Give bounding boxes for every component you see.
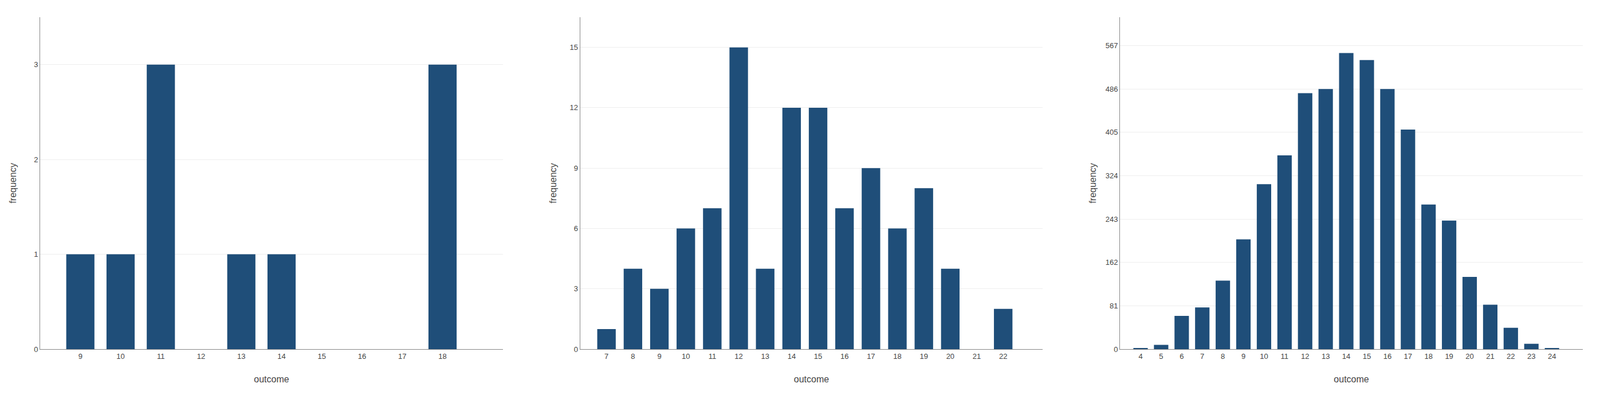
svg-text:8: 8 — [1220, 351, 1225, 361]
svg-text:3: 3 — [33, 60, 38, 69]
svg-text:9: 9 — [574, 163, 579, 173]
svg-text:1: 1 — [33, 249, 38, 259]
svg-text:18: 18 — [1424, 351, 1433, 361]
svg-text:10: 10 — [1259, 351, 1268, 361]
svg-text:405: 405 — [1105, 127, 1119, 137]
svg-text:16: 16 — [840, 351, 849, 361]
svg-text:13: 13 — [1321, 351, 1330, 361]
svg-text:20: 20 — [946, 351, 955, 361]
svg-text:frequency: frequency — [1087, 162, 1098, 203]
svg-text:22: 22 — [1506, 351, 1515, 361]
svg-text:11: 11 — [1280, 351, 1289, 361]
svg-text:16: 16 — [1383, 351, 1392, 361]
svg-text:14: 14 — [787, 351, 796, 361]
svg-text:11: 11 — [156, 351, 165, 361]
svg-text:6: 6 — [1179, 351, 1184, 361]
svg-text:0: 0 — [1113, 344, 1118, 354]
svg-text:12: 12 — [734, 351, 743, 361]
svg-text:7: 7 — [604, 351, 609, 361]
svg-text:10: 10 — [681, 351, 690, 361]
svg-text:12: 12 — [1300, 351, 1309, 361]
svg-text:21: 21 — [972, 351, 981, 361]
svg-text:outcome: outcome — [793, 374, 829, 384]
svg-text:22: 22 — [999, 351, 1008, 361]
svg-text:15: 15 — [569, 42, 578, 52]
svg-text:15: 15 — [814, 351, 823, 361]
svg-text:162: 162 — [1105, 257, 1119, 267]
svg-text:0: 0 — [574, 344, 579, 354]
svg-text:15: 15 — [1362, 351, 1371, 361]
svg-text:9: 9 — [657, 351, 662, 361]
svg-text:17: 17 — [398, 351, 407, 361]
svg-text:frequency: frequency — [548, 162, 558, 203]
svg-text:outcome: outcome — [1333, 374, 1369, 384]
svg-text:23: 23 — [1527, 351, 1536, 361]
svg-text:7: 7 — [1200, 351, 1205, 361]
svg-text:18: 18 — [438, 351, 447, 361]
svg-text:243: 243 — [1105, 214, 1119, 224]
svg-text:10: 10 — [116, 351, 125, 361]
svg-text:9: 9 — [78, 351, 83, 361]
svg-text:567: 567 — [1105, 41, 1119, 50]
svg-text:14: 14 — [1342, 351, 1351, 361]
svg-text:12: 12 — [197, 351, 206, 361]
svg-text:17: 17 — [866, 351, 875, 361]
svg-text:21: 21 — [1486, 351, 1495, 361]
svg-text:324: 324 — [1105, 171, 1119, 180]
svg-text:6: 6 — [574, 223, 579, 233]
svg-text:16: 16 — [358, 351, 367, 361]
svg-text:5: 5 — [1158, 351, 1163, 361]
svg-text:19: 19 — [919, 351, 928, 361]
svg-text:15: 15 — [317, 351, 326, 361]
svg-text:24: 24 — [1547, 351, 1556, 361]
svg-text:2: 2 — [33, 155, 38, 164]
svg-text:4: 4 — [1138, 351, 1143, 361]
svg-text:17: 17 — [1404, 351, 1413, 361]
svg-text:frequency: frequency — [8, 162, 18, 203]
svg-text:11: 11 — [708, 351, 717, 361]
svg-text:20: 20 — [1465, 351, 1474, 361]
svg-text:14: 14 — [277, 351, 286, 361]
svg-text:81: 81 — [1109, 301, 1118, 310]
svg-text:486: 486 — [1105, 84, 1119, 94]
svg-text:9: 9 — [1241, 351, 1246, 361]
svg-text:3: 3 — [574, 284, 579, 293]
svg-text:19: 19 — [1444, 351, 1453, 361]
svg-text:18: 18 — [893, 351, 902, 361]
svg-text:8: 8 — [630, 351, 635, 361]
svg-text:13: 13 — [760, 351, 769, 361]
svg-text:0: 0 — [33, 344, 38, 354]
svg-text:outcome: outcome — [253, 374, 289, 384]
svg-text:13: 13 — [237, 351, 246, 361]
svg-text:12: 12 — [569, 103, 578, 112]
